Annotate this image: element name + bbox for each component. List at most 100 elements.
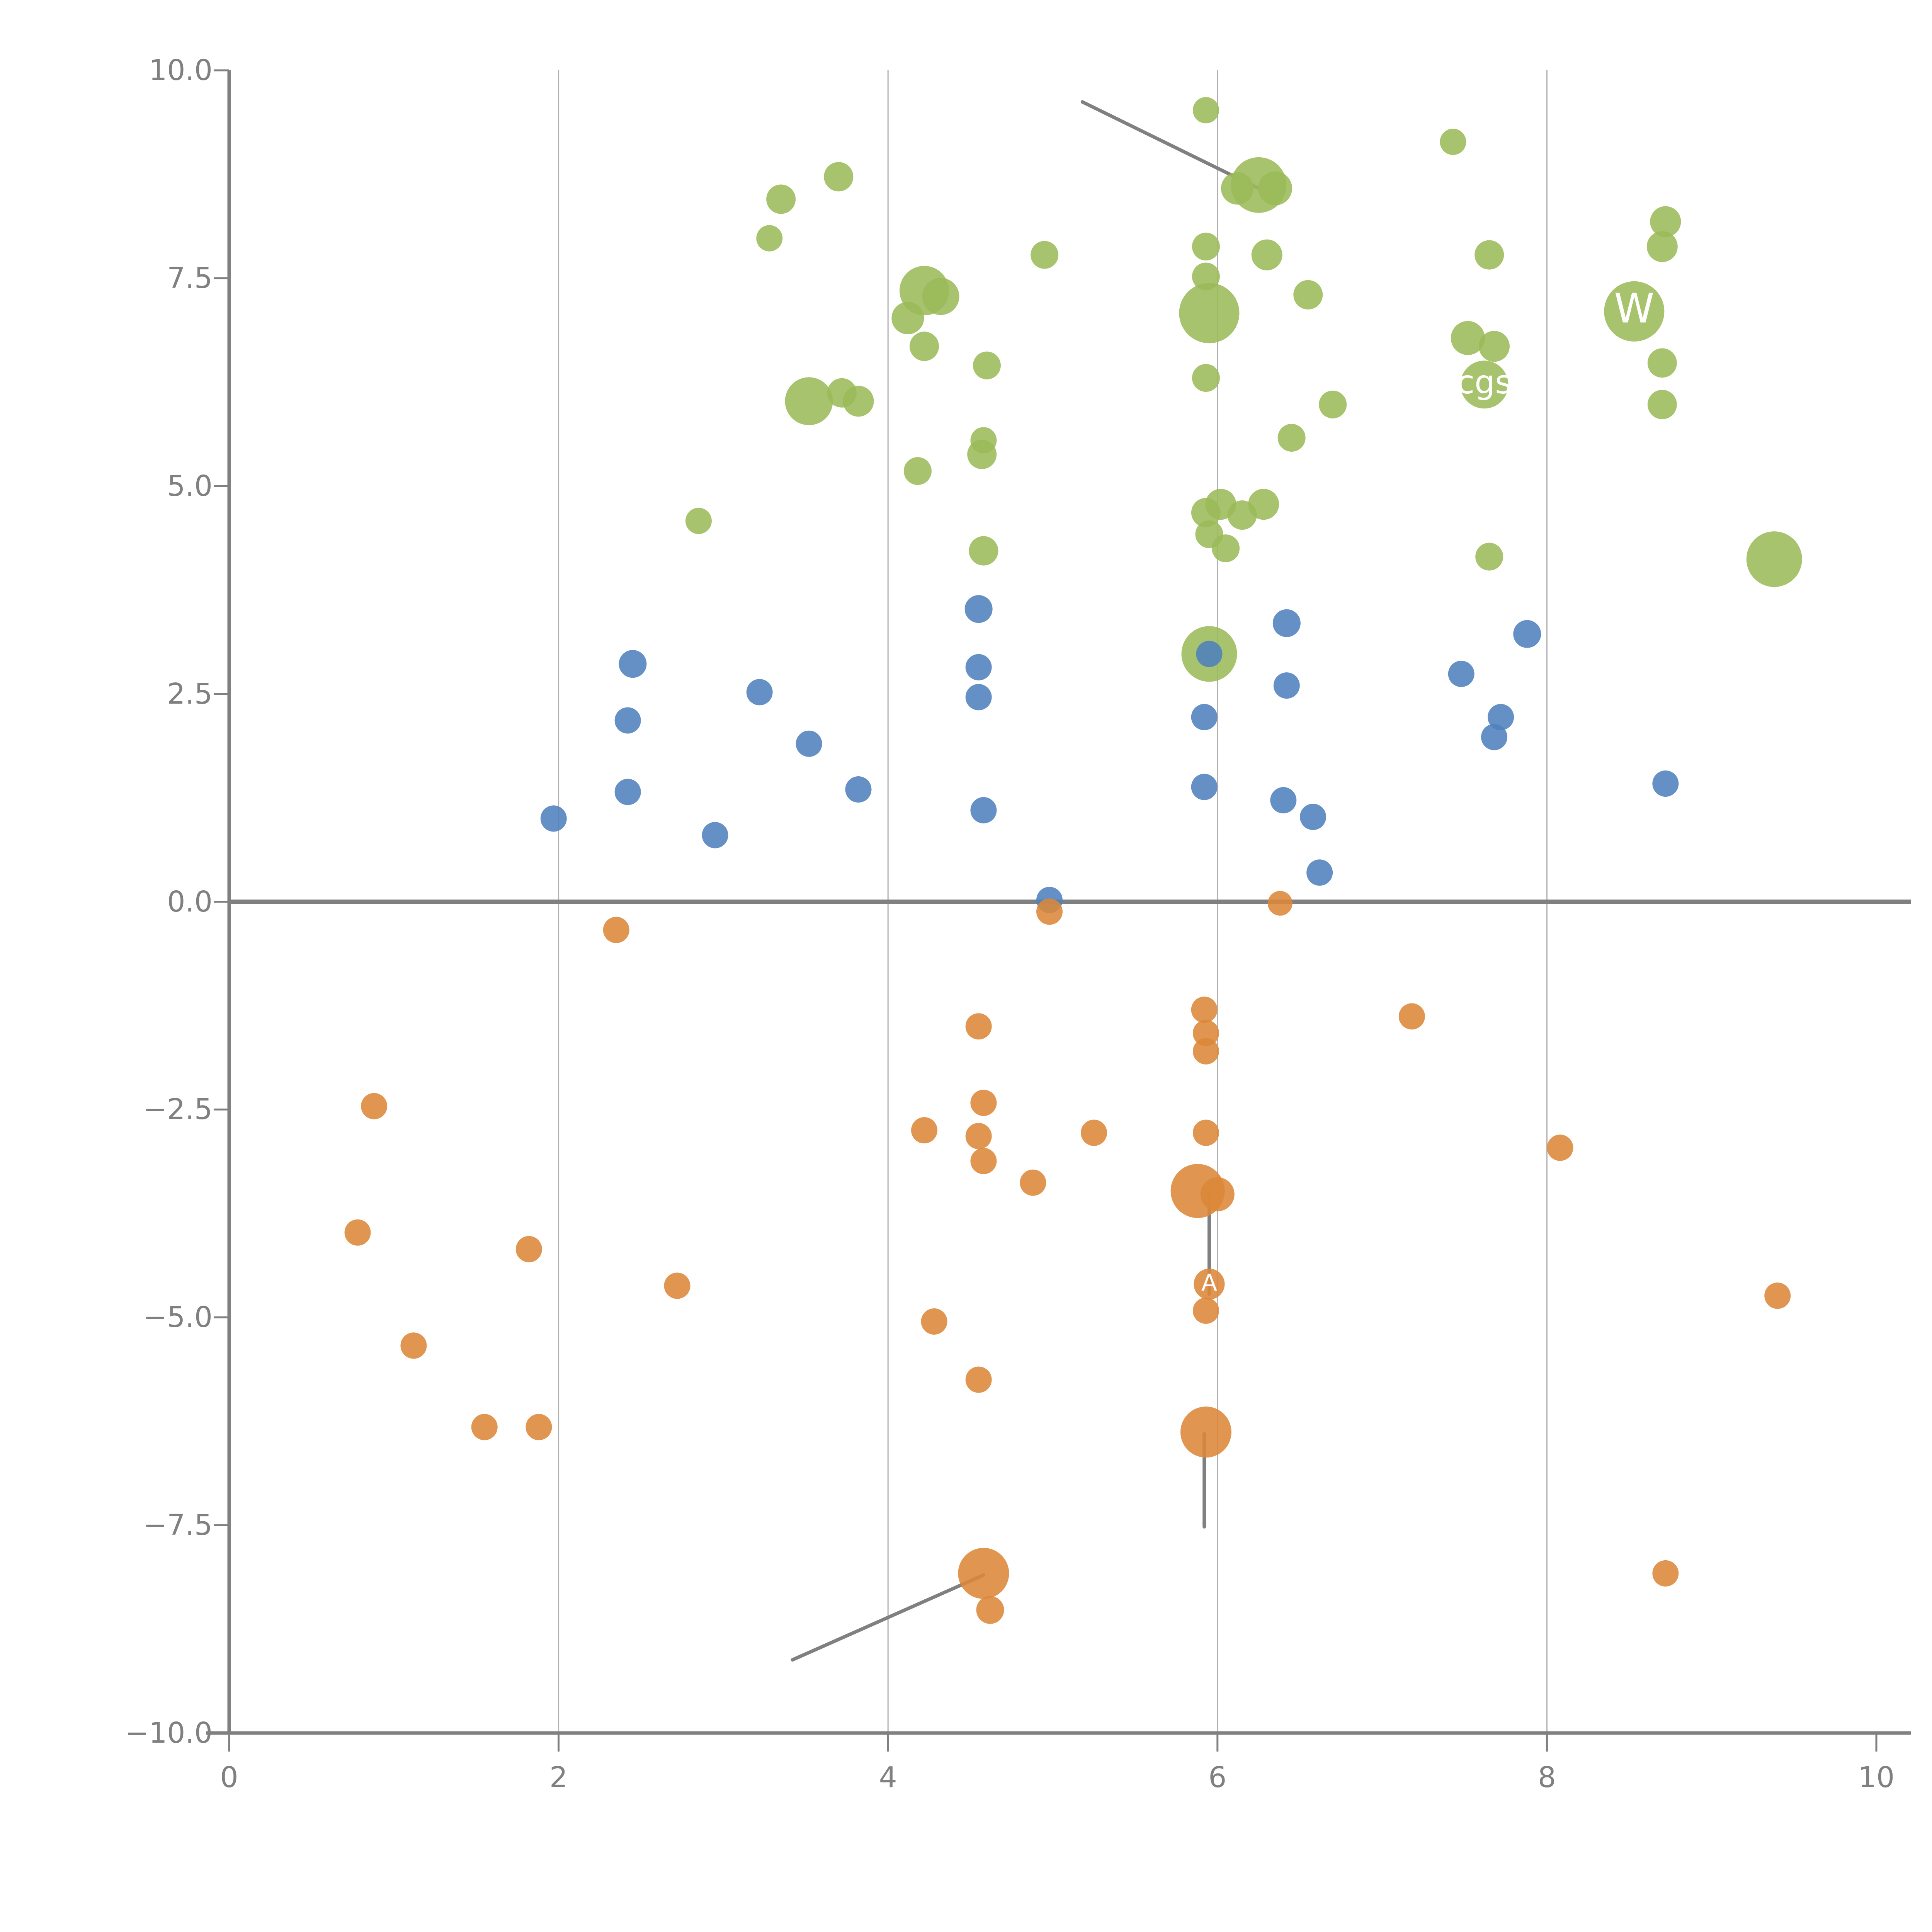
data-point-blue[interactable] (746, 679, 773, 706)
data-point-green[interactable] (756, 225, 783, 252)
data-point-orange[interactable] (603, 917, 629, 943)
data-point-blue[interactable] (1196, 641, 1223, 667)
data-point-green[interactable] (1440, 129, 1466, 155)
data-point-green[interactable] (1191, 498, 1221, 527)
data-point-green[interactable] (843, 386, 874, 417)
data-point-green[interactable] (1192, 364, 1220, 392)
data-point-green[interactable] (891, 302, 924, 335)
data-point-orange[interactable] (1192, 1119, 1219, 1146)
data-point-blue[interactable] (845, 776, 872, 803)
data-point-green[interactable] (909, 332, 939, 361)
data-point-orange[interactable] (1267, 891, 1293, 916)
data-point-blue[interactable] (1191, 704, 1218, 730)
data-point-blue[interactable] (970, 797, 997, 823)
data-point-green[interactable] (1650, 206, 1681, 237)
data-point-blue[interactable] (1270, 787, 1297, 814)
data-point-blue[interactable] (1481, 724, 1507, 750)
data-point-blue[interactable] (619, 650, 647, 678)
data-point-green[interactable] (1221, 172, 1253, 205)
data-point-green[interactable] (685, 508, 712, 534)
data-point-green[interactable] (766, 184, 796, 214)
data-point-blue[interactable] (1488, 704, 1514, 730)
data-point-blue[interactable] (1191, 774, 1218, 800)
data-point-green[interactable] (1179, 283, 1240, 344)
data-point-orange[interactable] (958, 1548, 1009, 1599)
data-point-blue[interactable] (1513, 620, 1541, 648)
data-point-blue[interactable] (1448, 660, 1475, 687)
data-point-green[interactable] (1746, 531, 1802, 587)
data-point-orange[interactable] (1020, 1169, 1046, 1196)
data-point-green[interactable] (1192, 97, 1219, 124)
data-point-green[interactable] (1031, 241, 1059, 269)
data-point-orange[interactable] (400, 1332, 427, 1359)
data-point-green[interactable] (1258, 171, 1293, 206)
data-point-orange[interactable] (970, 1090, 997, 1116)
data-point-orange[interactable] (1192, 1020, 1219, 1046)
data-point-green[interactable] (824, 162, 854, 192)
data-point-orange[interactable] (1764, 1282, 1791, 1309)
data-point-orange[interactable] (1081, 1119, 1107, 1146)
data-point-orange[interactable] (1191, 997, 1218, 1023)
data-point-orange[interactable] (976, 1596, 1004, 1624)
data-point-orange[interactable] (1200, 1177, 1235, 1211)
data-point-green[interactable] (1478, 331, 1510, 362)
data-point-orange[interactable] (515, 1236, 542, 1262)
data-point-orange[interactable] (664, 1272, 690, 1299)
data-point-orange[interactable] (361, 1093, 388, 1119)
data-point-green[interactable] (1277, 423, 1306, 452)
data-point-orange[interactable] (1192, 1038, 1219, 1065)
data-point-green[interactable] (922, 278, 959, 315)
data-point-orange[interactable] (1652, 1560, 1679, 1587)
data-point-green[interactable] (1212, 534, 1240, 563)
data-point-orange[interactable] (471, 1414, 498, 1440)
data-point-green[interactable] (1451, 321, 1485, 355)
data-point-orange[interactable] (1192, 1298, 1219, 1324)
data-point-green[interactable] (903, 457, 932, 485)
data-point-blue[interactable] (1272, 609, 1301, 637)
data-point-blue[interactable] (1273, 672, 1300, 699)
data-point-orange[interactable] (970, 1148, 997, 1174)
data-point-green[interactable] (973, 351, 1001, 379)
data-point-blue[interactable] (702, 822, 728, 849)
data-point-orange[interactable] (1180, 1406, 1231, 1458)
y-tick-label: 0.0 (167, 885, 213, 918)
data-point-orange[interactable] (965, 1123, 992, 1150)
data-point-green[interactable] (969, 536, 998, 566)
y-tick-label: −10.0 (125, 1716, 213, 1750)
data-point-blue[interactable] (964, 595, 993, 623)
data-point-blue[interactable] (540, 805, 567, 832)
data-point-green[interactable] (1460, 361, 1509, 409)
data-point-green[interactable] (1319, 390, 1347, 418)
data-point-blue[interactable] (965, 684, 992, 711)
data-point-green[interactable] (967, 439, 997, 469)
data-point-orange[interactable] (965, 1366, 992, 1393)
data-point-orange[interactable] (965, 1013, 992, 1040)
data-point-green[interactable] (1192, 233, 1220, 261)
data-point-orange[interactable] (1547, 1134, 1573, 1161)
data-point-green[interactable] (1604, 281, 1665, 342)
data-point-green[interactable] (1293, 280, 1323, 310)
data-point-orange[interactable] (1194, 1269, 1225, 1300)
data-point-blue[interactable] (614, 707, 641, 734)
data-point-green[interactable] (1227, 500, 1257, 530)
data-point-green[interactable] (1647, 389, 1677, 419)
data-point-green[interactable] (785, 377, 833, 425)
data-point-green[interactable] (1475, 543, 1503, 571)
data-point-blue[interactable] (796, 730, 822, 757)
data-point-orange[interactable] (1036, 898, 1063, 925)
data-point-blue[interactable] (1652, 770, 1679, 797)
x-tick-label: 6 (1208, 1761, 1227, 1794)
data-point-blue[interactable] (1300, 804, 1327, 830)
data-point-blue[interactable] (1306, 859, 1333, 886)
data-point-orange[interactable] (1398, 1003, 1425, 1030)
data-point-orange[interactable] (526, 1414, 552, 1440)
data-point-green[interactable] (1475, 240, 1504, 270)
data-point-green[interactable] (1251, 239, 1282, 270)
data-point-blue[interactable] (965, 654, 992, 680)
data-point-green[interactable] (1647, 348, 1677, 378)
data-point-blue[interactable] (614, 779, 641, 805)
data-point-orange[interactable] (921, 1308, 947, 1335)
data-point-green[interactable] (1646, 231, 1678, 262)
data-point-orange[interactable] (344, 1219, 371, 1246)
data-point-orange[interactable] (911, 1117, 937, 1144)
